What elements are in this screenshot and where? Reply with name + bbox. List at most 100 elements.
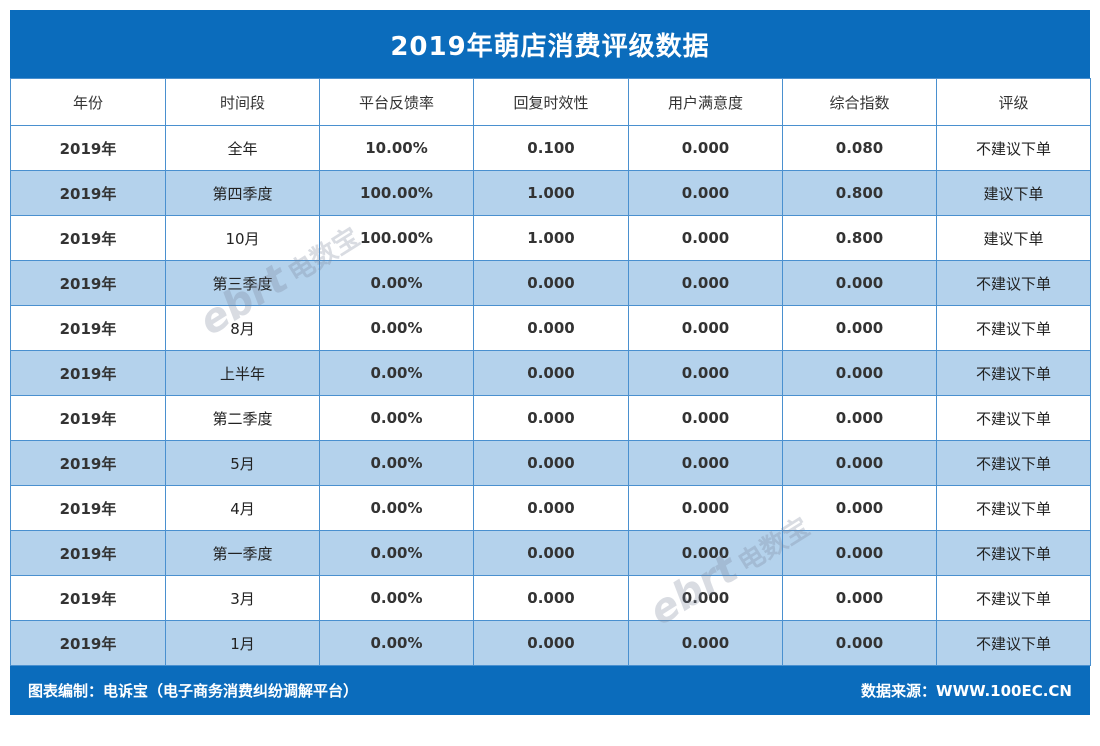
table-cell: 0.800 (782, 215, 937, 261)
table-cell: 0.000 (628, 170, 783, 216)
table-cell: 2019年 (10, 575, 166, 621)
table-cell: 建议下单 (936, 215, 1091, 261)
table-cell: 0.00% (319, 350, 474, 396)
table-cell: 0.000 (782, 260, 937, 306)
table-cell: 0.000 (628, 440, 783, 486)
table-cell: 0.000 (628, 395, 783, 441)
column-header: 平台反馈率 (319, 78, 474, 126)
table-cell: 0.00% (319, 260, 474, 306)
table-cell: 0.000 (628, 530, 783, 576)
table-cell: 不建议下单 (936, 440, 1091, 486)
table-cell: 0.000 (628, 125, 783, 171)
table-cell: 2019年 (10, 440, 166, 486)
table-row: 2019年 第三季度 0.00% 0.000 0.000 0.000 不建议下单 (10, 260, 1091, 306)
table-cell: 0.00% (319, 485, 474, 531)
column-header: 时间段 (165, 78, 320, 126)
table-cell: 第三季度 (165, 260, 320, 306)
table-cell: 0.000 (782, 440, 937, 486)
chart-frame: 2019年萌店消费评级数据 年份 时间段 平台反馈率 回复时效性 用户满意度 综合指数 评级… (10, 10, 1091, 715)
table-cell: 不建议下单 (936, 125, 1091, 171)
table-cell: 0.100 (473, 125, 629, 171)
table-cell: 0.00% (319, 530, 474, 576)
table-cell: 0.000 (473, 395, 629, 441)
table-row: 2019年 1月 0.00% 0.000 0.000 0.000 不建议下单 (10, 620, 1091, 666)
table-cell: 0.000 (628, 260, 783, 306)
table-cell: 2019年 (10, 170, 166, 216)
table-cell: 1月 (165, 620, 320, 666)
footer-source: 数据来源：WWW.100EC.CN (861, 681, 1072, 700)
table-cell: 0.000 (473, 260, 629, 306)
table-cell: 不建议下单 (936, 620, 1091, 666)
table-cell: 全年 (165, 125, 320, 171)
table-cell: 0.080 (782, 125, 937, 171)
table-cell: 0.800 (782, 170, 937, 216)
table-cell: 0.000 (473, 305, 629, 351)
table-cell: 上半年 (165, 350, 320, 396)
table-cell: 0.000 (473, 575, 629, 621)
table-cell: 0.00% (319, 395, 474, 441)
column-header: 综合指数 (782, 78, 937, 126)
table-cell: 100.00% (319, 170, 474, 216)
table-cell: 0.000 (782, 620, 937, 666)
table-cell: 2019年 (10, 305, 166, 351)
table-cell: 0.00% (319, 440, 474, 486)
table-cell: 100.00% (319, 215, 474, 261)
table-cell: 0.000 (473, 350, 629, 396)
table-cell: 1.000 (473, 215, 629, 261)
table-cell: 0.00% (319, 305, 474, 351)
table-cell: 0.000 (782, 350, 937, 396)
column-header: 用户满意度 (628, 78, 783, 126)
data-table: 年份 时间段 平台反馈率 回复时效性 用户满意度 综合指数 评级 2019年 全年 10.00%… (10, 78, 1091, 666)
footer-credit: 图表编制：电诉宝（电子商务消费纠纷调解平台） (28, 681, 359, 700)
table-cell: 0.000 (628, 620, 783, 666)
table-cell: 0.000 (628, 305, 783, 351)
table-row: 2019年 第一季度 0.00% 0.000 0.000 0.000 不建议下单 (10, 530, 1091, 576)
table-cell: 2019年 (10, 350, 166, 396)
table-cell: 0.000 (782, 575, 937, 621)
table-cell: 2019年 (10, 260, 166, 306)
table-row: 2019年 上半年 0.00% 0.000 0.000 0.000 不建议下单 (10, 350, 1091, 396)
table-cell: 2019年 (10, 530, 166, 576)
table-row: 2019年 3月 0.00% 0.000 0.000 0.000 不建议下单 (10, 575, 1091, 621)
table-cell: 4月 (165, 485, 320, 531)
table-cell: 不建议下单 (936, 530, 1091, 576)
table-row: 2019年 8月 0.00% 0.000 0.000 0.000 不建议下单 (10, 305, 1091, 351)
table-body: 2019年 全年 10.00% 0.100 0.000 0.080 不建议下单 2019年 第四… (10, 125, 1091, 666)
table-cell: 不建议下单 (936, 350, 1091, 396)
table-cell: 0.00% (319, 620, 474, 666)
table-row: 2019年 第二季度 0.00% 0.000 0.000 0.000 不建议下单 (10, 395, 1091, 441)
table-cell: 不建议下单 (936, 485, 1091, 531)
table-cell: 0.000 (473, 620, 629, 666)
table-cell: 0.000 (782, 485, 937, 531)
table-row: 2019年 5月 0.00% 0.000 0.000 0.000 不建议下单 (10, 440, 1091, 486)
column-header: 回复时效性 (473, 78, 629, 126)
table-cell: 10月 (165, 215, 320, 261)
chart-title: 2019年萌店消费评级数据 (390, 31, 710, 62)
table-cell: 2019年 (10, 620, 166, 666)
table-cell: 0.000 (782, 530, 937, 576)
table-cell: 5月 (165, 440, 320, 486)
table-cell: 2019年 (10, 395, 166, 441)
table-cell: 0.000 (782, 395, 937, 441)
table-cell: 第二季度 (165, 395, 320, 441)
table-cell: 8月 (165, 305, 320, 351)
header-row: 年份 时间段 平台反馈率 回复时效性 用户满意度 综合指数 评级 (10, 78, 1091, 126)
table-row: 2019年 全年 10.00% 0.100 0.000 0.080 不建议下单 (10, 125, 1091, 171)
table-cell: 不建议下单 (936, 305, 1091, 351)
table-cell: 2019年 (10, 485, 166, 531)
table-cell: 0.000 (473, 485, 629, 531)
column-header: 年份 (10, 78, 166, 126)
table-cell: 0.000 (628, 215, 783, 261)
table-cell: 0.000 (628, 350, 783, 396)
table-cell: 不建议下单 (936, 260, 1091, 306)
table-cell: 0.000 (473, 530, 629, 576)
table-cell: 第一季度 (165, 530, 320, 576)
table-cell: 2019年 (10, 215, 166, 261)
table-cell: 0.00% (319, 575, 474, 621)
table-row: 2019年 第四季度 100.00% 1.000 0.000 0.800 建议下单 (10, 170, 1091, 216)
footer-bar: 图表编制：电诉宝（电子商务消费纠纷调解平台） 数据来源：WWW.100EC.CN (10, 665, 1090, 715)
table-cell: 3月 (165, 575, 320, 621)
table-cell: 0.000 (473, 440, 629, 486)
table-cell: 不建议下单 (936, 575, 1091, 621)
table-cell: 建议下单 (936, 170, 1091, 216)
